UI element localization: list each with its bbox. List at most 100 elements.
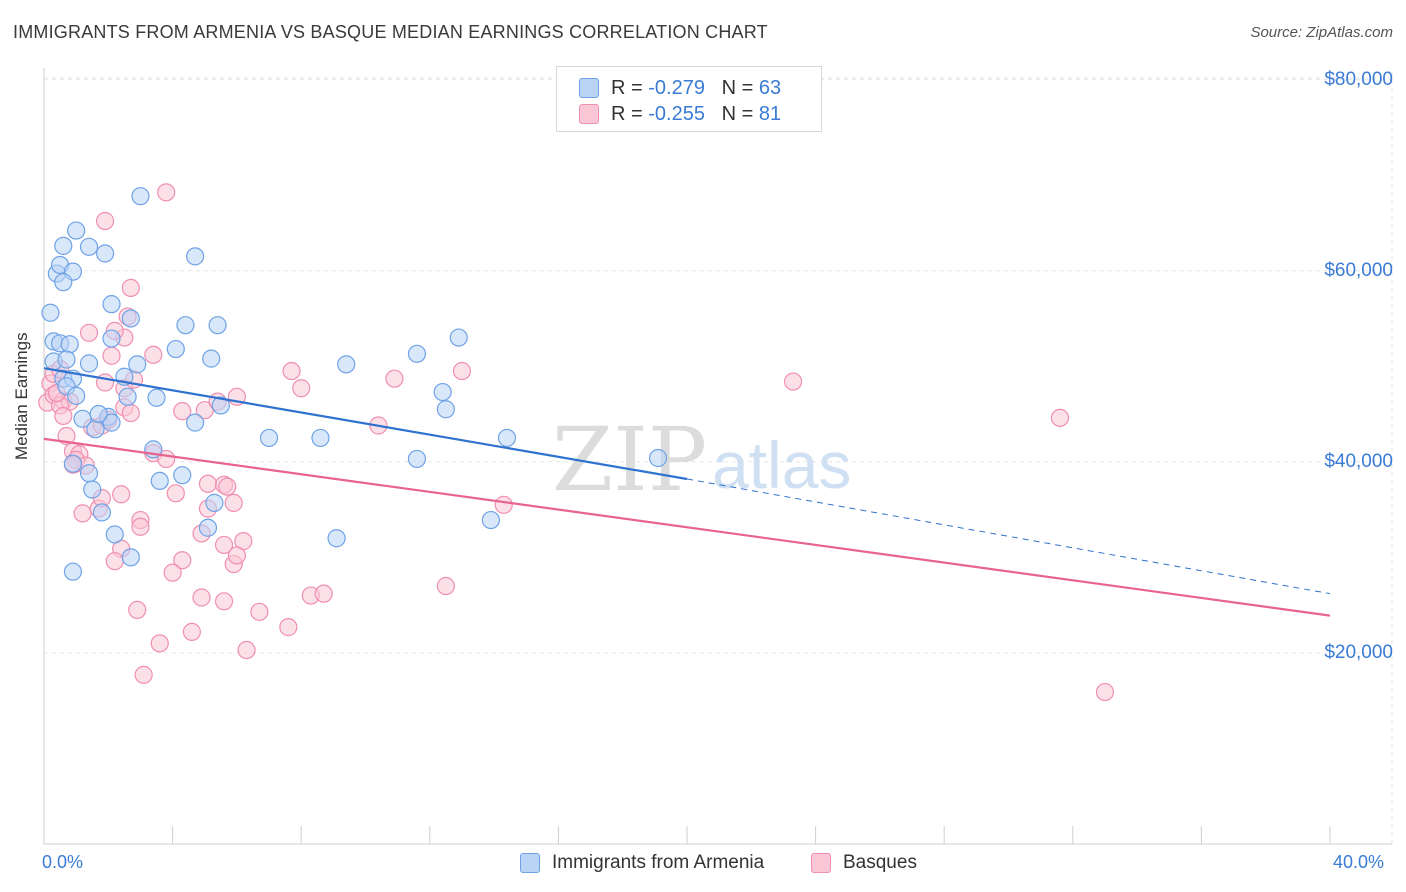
armenia-point (449, 328, 468, 347)
basques-point (150, 634, 169, 653)
armenia-point (198, 518, 218, 537)
basques-point (163, 563, 182, 582)
armenia-point (208, 316, 227, 335)
basques-point (102, 346, 121, 365)
armenia-point (407, 344, 427, 363)
basques-point (144, 345, 163, 364)
legend-swatch-basques (811, 853, 831, 873)
n-label: N = (721, 77, 759, 99)
basques-point (121, 403, 140, 423)
n-label: N = (721, 103, 759, 125)
watermark-atlas: atlas (712, 428, 851, 502)
armenia-point (121, 309, 140, 328)
source-label: Source: ZipAtlas.com (1250, 24, 1393, 41)
basques-point (134, 665, 153, 684)
armenia-point (150, 471, 169, 491)
armenia-point (259, 428, 279, 448)
basques-point (227, 546, 246, 565)
basques-point (73, 504, 92, 523)
y-tick-label: $20,000 (1324, 641, 1393, 663)
basques-point (250, 602, 269, 621)
armenia-trend-line (43, 367, 688, 481)
watermark: ZIP atlas (552, 408, 851, 511)
armenia-point (186, 413, 205, 432)
armenia-trend-extension (686, 478, 1331, 595)
basques-point (279, 618, 298, 637)
armenia-point (166, 339, 185, 359)
armenia-point (118, 387, 137, 406)
basques-point (214, 592, 234, 611)
trend-lines (43, 367, 1331, 617)
basques-point (173, 551, 192, 570)
armenia-point (202, 349, 221, 368)
armenia-point (497, 428, 517, 448)
y-tick-label: $60,000 (1324, 259, 1393, 281)
basques-point (105, 552, 124, 571)
basques-point (121, 278, 140, 297)
armenia-point (186, 247, 205, 266)
armenia-point (60, 335, 79, 354)
basques-point (131, 517, 150, 536)
armenia-point (648, 448, 668, 468)
n-value: 63 (758, 77, 782, 99)
basques-point (79, 323, 99, 342)
basques-point (214, 535, 234, 555)
armenia-point (92, 503, 111, 522)
y-tick-label: $80,000 (1324, 68, 1393, 90)
basques-point (218, 477, 237, 496)
armenia-point (79, 464, 99, 483)
basques-point (128, 600, 147, 620)
basques-point (494, 495, 513, 514)
armenia-point (79, 354, 99, 373)
basques-point (292, 379, 311, 398)
r-label: R = (611, 103, 649, 125)
basques-point (1050, 408, 1070, 427)
y-tick-label: $40,000 (1324, 450, 1393, 472)
basques-point (385, 369, 404, 388)
armenia-point (327, 529, 346, 548)
r-value: -0.279 (648, 77, 705, 99)
armenia-point (95, 244, 115, 263)
armenia-point (54, 273, 73, 292)
basques-point (192, 588, 211, 607)
r-label: R = (611, 77, 649, 99)
basques-point (1095, 682, 1115, 702)
armenia-point (89, 404, 108, 424)
basques-point (54, 406, 73, 426)
armenia-point (102, 329, 121, 348)
armenia-point (337, 355, 356, 374)
basques-point (314, 584, 333, 603)
basques-point (452, 361, 472, 381)
armenia-point (67, 386, 86, 405)
chart-title: IMMIGRANTS FROM ARMENIA VS BASQUE MEDIAN… (13, 22, 768, 42)
legend-swatch-armenia (579, 78, 599, 98)
gridlines (44, 72, 1393, 844)
armenia-point (67, 221, 86, 240)
armenia-point (105, 525, 124, 544)
armenia-point (173, 466, 192, 485)
y-axis-label: Median Earnings (12, 332, 31, 460)
basques-point (112, 485, 131, 504)
n-value: 81 (758, 103, 782, 125)
x-tick-label-min: 0.0% (42, 852, 84, 872)
legend-label-basques: Basques (843, 852, 917, 873)
armenia-point (176, 316, 195, 335)
axes (43, 68, 1392, 845)
x-tick-label-max: 40.0% (1333, 852, 1385, 872)
correlation-legend: R = -0.279 N = 63 R = -0.255 N = 81 (556, 66, 822, 132)
basques-point (783, 372, 803, 391)
basques-point (166, 484, 185, 503)
armenia-point (311, 428, 330, 448)
basques-point (182, 622, 201, 641)
basques-point (173, 402, 192, 421)
armenia-point (102, 413, 121, 432)
legend-label-armenia: Immigrants from Armenia (552, 852, 765, 873)
armenia-point (205, 493, 224, 512)
armenia-point (79, 237, 99, 256)
armenia-point (102, 295, 121, 314)
basques-point (95, 211, 115, 231)
basques-point (224, 493, 243, 512)
armenia-point (57, 350, 76, 369)
armenia-point (481, 510, 500, 530)
armenia-point (128, 355, 147, 374)
